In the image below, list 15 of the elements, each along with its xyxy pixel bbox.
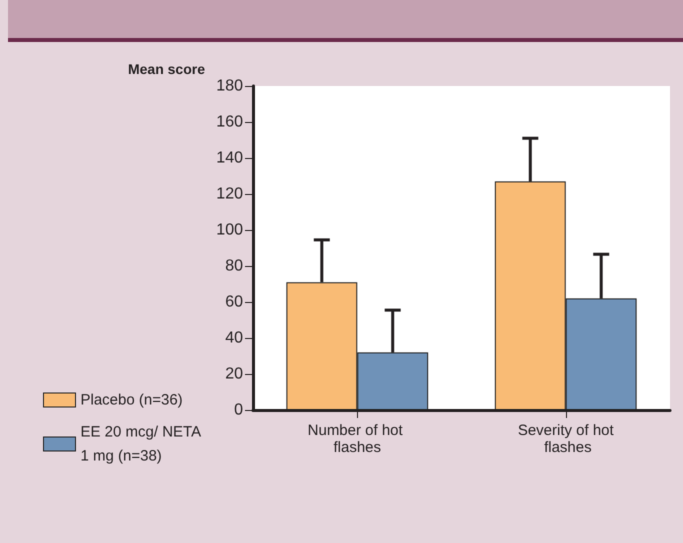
y-tick-label: 160 [216, 114, 244, 130]
y-tick-label: 140 [216, 150, 244, 166]
y-tick-label: 180 [216, 78, 244, 94]
x-tick-label: Number of hot flashes [308, 422, 407, 456]
y-tick-label: 40 [225, 330, 244, 346]
legend-label: Placebo (n=36) [80, 392, 183, 408]
legend-label: EE 20 mcg/ NETA 1 mg (n=38) [80, 424, 204, 464]
y-tick-label: 0 [234, 402, 244, 418]
y-tick-label: 120 [216, 186, 244, 202]
y-axis-title: Mean score [128, 61, 206, 78]
y-tick-label: 80 [225, 258, 244, 274]
y-tick-label: 20 [225, 366, 244, 382]
y-tick-label: 100 [216, 222, 244, 238]
y-tick-label: 60 [225, 294, 244, 310]
x-tick-label: Severity of hot flashes [518, 422, 615, 456]
